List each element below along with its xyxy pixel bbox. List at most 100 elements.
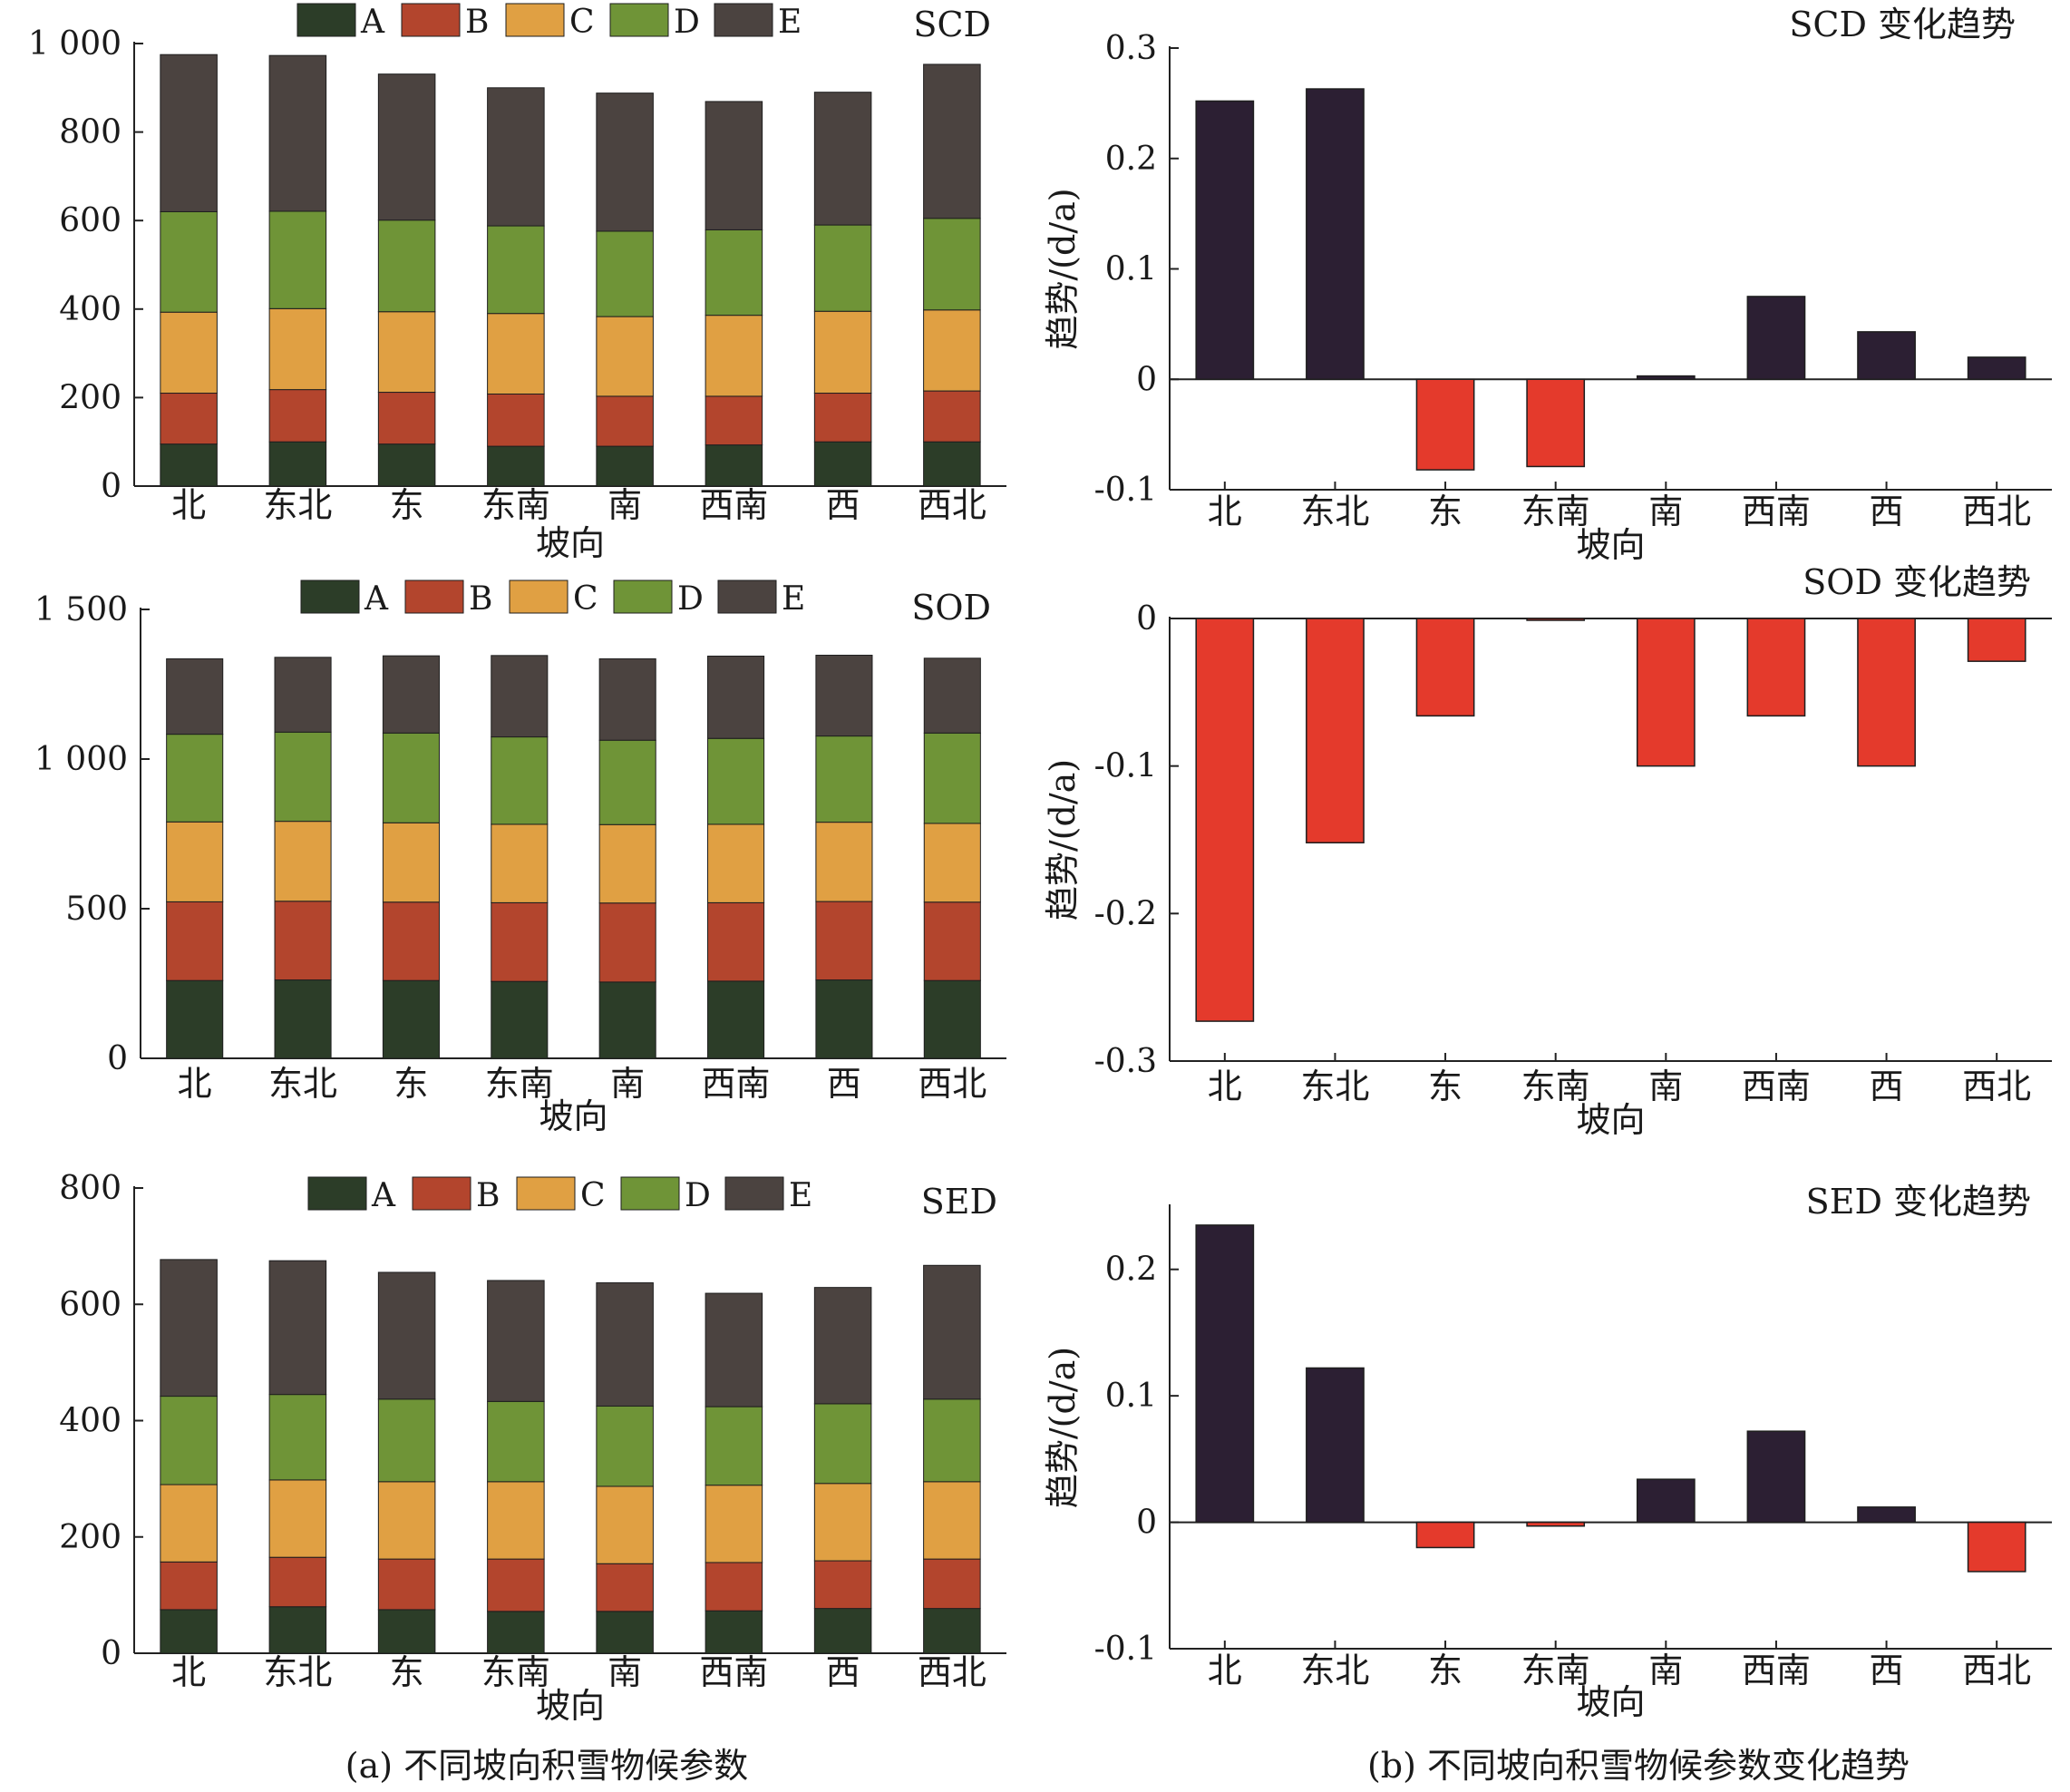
x-tick-label: 东 (390, 1652, 424, 1692)
bar-segment-b (923, 901, 981, 981)
bar-segment-c (377, 311, 436, 394)
y-tick-label: 800 (59, 114, 121, 151)
y-axis-label: 趋势/(d/a) (1043, 188, 1083, 349)
bar-segment-b (707, 901, 765, 982)
x-tick-label: 东北 (268, 1064, 337, 1104)
bar-segment-b (815, 901, 873, 981)
y-tick-label: -0.3 (1094, 1043, 1157, 1080)
legend-label-c: C (573, 580, 598, 618)
trend-bar (1526, 378, 1586, 468)
x-tick-label: 南 (607, 485, 642, 525)
bar-segment-b (268, 389, 327, 443)
bar-segment-e (160, 1259, 218, 1398)
x-tick-label: 西北 (918, 1652, 986, 1692)
trend-bar (1306, 88, 1365, 381)
legend-label-a: A (364, 580, 389, 618)
legend-swatch-c (509, 579, 569, 614)
legend-label-e: E (782, 580, 805, 618)
trend-bar (1415, 618, 1475, 717)
bar-segment-c (268, 1479, 327, 1558)
bar-segment-b (377, 392, 436, 445)
trend-bar (1746, 618, 1806, 717)
legend-swatch-b (412, 1176, 471, 1211)
trend-bar (1415, 1521, 1475, 1549)
chart-title: SOD (911, 588, 991, 628)
legend-label-b: B (465, 4, 489, 41)
y-tick-label: -0.1 (1094, 472, 1157, 509)
trend-bar (1306, 618, 1365, 844)
y-tick-label: 0.1 (1105, 251, 1157, 288)
x-tick-label: 北 (178, 1064, 212, 1104)
y-tick-label: 0 (107, 1040, 128, 1077)
bar-segment-d (923, 1398, 981, 1483)
bar-segment-a (705, 1610, 763, 1654)
bar-segment-e (166, 657, 224, 735)
trend-bar (1857, 1506, 1916, 1524)
legend-swatch-c (516, 1176, 576, 1211)
x-tick-label: 西 (826, 1652, 860, 1692)
trend-bar (1967, 356, 2026, 380)
x-tick-label: 北 (171, 1652, 206, 1692)
bar-segment-c (596, 1485, 654, 1564)
y-tick-label: 1 000 (28, 25, 121, 63)
y-tick-label: -0.1 (1094, 748, 1157, 785)
bar-segment-a (598, 981, 656, 1059)
x-tick-label: 东北 (1300, 1066, 1369, 1106)
legend-swatch-d (613, 579, 673, 614)
y-tick-label: 0.2 (1105, 141, 1157, 178)
bar-segment-d (382, 732, 440, 823)
bar-segment-a (923, 979, 981, 1059)
x-tick-label: 北 (1208, 1066, 1242, 1106)
x-axis-label: 坡向 (539, 1096, 607, 1136)
legend-label-a: A (371, 1177, 396, 1214)
x-axis-label: 坡向 (1576, 1682, 1645, 1722)
bar-segment-c (268, 307, 327, 391)
bar-segment-a (268, 1606, 327, 1654)
bar-segment-a (160, 443, 218, 487)
bar-segment-d (377, 1398, 436, 1483)
bar-segment-c (923, 823, 981, 903)
x-tick-label: 东北 (263, 1652, 332, 1692)
x-tick-label: 西北 (918, 1064, 986, 1104)
bar-segment-e (923, 1264, 981, 1400)
trend-bar (1636, 1478, 1696, 1524)
bar-segment-b (160, 1561, 218, 1611)
legend-swatch-e (714, 3, 773, 37)
bar-segment-a (491, 980, 549, 1059)
x-tick-label: 东南 (1521, 1066, 1590, 1106)
bar-segment-b (705, 1562, 763, 1612)
y-tick-label: 0 (101, 1635, 121, 1672)
x-tick-label: 东 (1428, 1651, 1463, 1690)
legend-swatch-e (724, 1176, 784, 1211)
bar-segment-d (166, 734, 224, 823)
legend-label-e: E (778, 4, 802, 41)
trend-bar (1195, 618, 1255, 1022)
x-tick-label: 南 (1648, 492, 1683, 531)
bar-segment-e (815, 654, 873, 737)
legend-swatch-e (717, 579, 777, 614)
bar-segment-b (813, 393, 872, 443)
x-tick-label: 西南 (1742, 1651, 1811, 1690)
bar-segment-d (160, 1396, 218, 1485)
caption-right: (b) 不同坡向积雪物候参数变化趋势 (1367, 1746, 1910, 1786)
trend-bar (1967, 1521, 2026, 1573)
legend-label-d: D (685, 1177, 711, 1214)
x-tick-label: 西南 (699, 485, 768, 525)
bar-segment-c (487, 1481, 545, 1560)
bar-segment-e (705, 1292, 763, 1407)
bar-segment-d (274, 731, 332, 823)
bar-segment-e (813, 1287, 872, 1405)
y-tick-label: 0.3 (1105, 30, 1157, 67)
y-tick-label: 0.2 (1105, 1251, 1157, 1289)
bar-segment-c (166, 821, 224, 902)
legend-label-e: E (789, 1177, 812, 1214)
chart-title: SED (921, 1182, 997, 1222)
bar-segment-e (813, 92, 872, 226)
x-tick-label: 东 (394, 1064, 428, 1104)
bar-segment-d (487, 1400, 545, 1483)
x-tick-label: 南 (1648, 1066, 1683, 1106)
